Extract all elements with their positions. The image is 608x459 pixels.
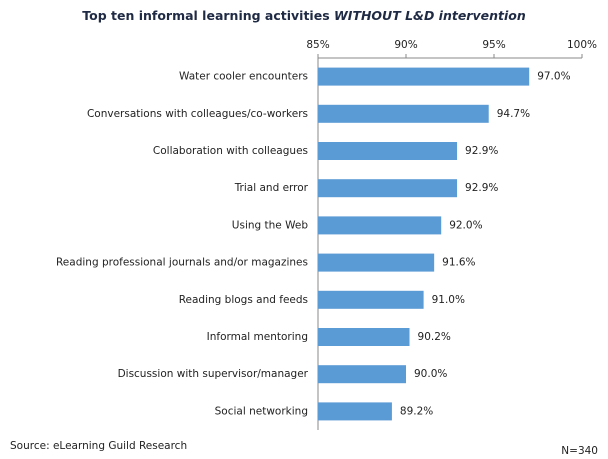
y-tick-label: Collaboration with colleagues bbox=[153, 145, 308, 157]
chart-title: Top ten informal learning activities WIT… bbox=[82, 8, 526, 23]
y-tick-label: Conversations with colleagues/co-workers bbox=[87, 108, 308, 120]
y-tick-label: Social networking bbox=[215, 405, 308, 417]
value-label: 90.0% bbox=[414, 368, 447, 380]
y-tick-label: Reading professional journals and/or mag… bbox=[56, 257, 308, 269]
x-tick-label: 85% bbox=[306, 39, 329, 51]
bar bbox=[318, 142, 458, 160]
title-emphasis: WITHOUT L&D intervention bbox=[334, 8, 526, 23]
value-label: 92.9% bbox=[465, 182, 498, 194]
y-tick-label: Discussion with supervisor/manager bbox=[118, 368, 309, 380]
x-tick-label: 100% bbox=[567, 39, 597, 51]
y-tick-label: Using the Web bbox=[232, 219, 309, 231]
title-main: Top ten informal learning activities bbox=[82, 8, 334, 23]
bar bbox=[318, 402, 392, 421]
x-tick-label: 90% bbox=[394, 39, 417, 51]
y-tick-label: Informal mentoring bbox=[207, 331, 308, 343]
bar bbox=[318, 253, 435, 272]
source: Source: eLearning Guild Research bbox=[10, 440, 187, 452]
y-tick-label: Water cooler encounters bbox=[179, 71, 308, 83]
bar bbox=[318, 216, 442, 235]
bar bbox=[318, 67, 530, 86]
y-tick-label: Reading blogs and feeds bbox=[179, 294, 308, 306]
value-label: 89.2% bbox=[400, 405, 433, 417]
value-label: 91.0% bbox=[432, 294, 465, 306]
bar bbox=[318, 179, 458, 198]
value-label: 94.7% bbox=[497, 108, 530, 120]
value-label: 92.9% bbox=[465, 145, 498, 157]
note: N=340 bbox=[561, 445, 598, 457]
value-label: 92.0% bbox=[449, 219, 482, 231]
value-label: 91.6% bbox=[442, 257, 475, 269]
value-label: 97.0% bbox=[537, 71, 570, 83]
x-tick-label: 95% bbox=[482, 39, 505, 51]
bar bbox=[318, 290, 424, 309]
bar bbox=[318, 328, 410, 346]
y-tick-label: Trial and error bbox=[234, 182, 309, 194]
bar bbox=[318, 104, 489, 123]
value-label: 90.2% bbox=[418, 331, 451, 343]
bar bbox=[318, 365, 406, 384]
